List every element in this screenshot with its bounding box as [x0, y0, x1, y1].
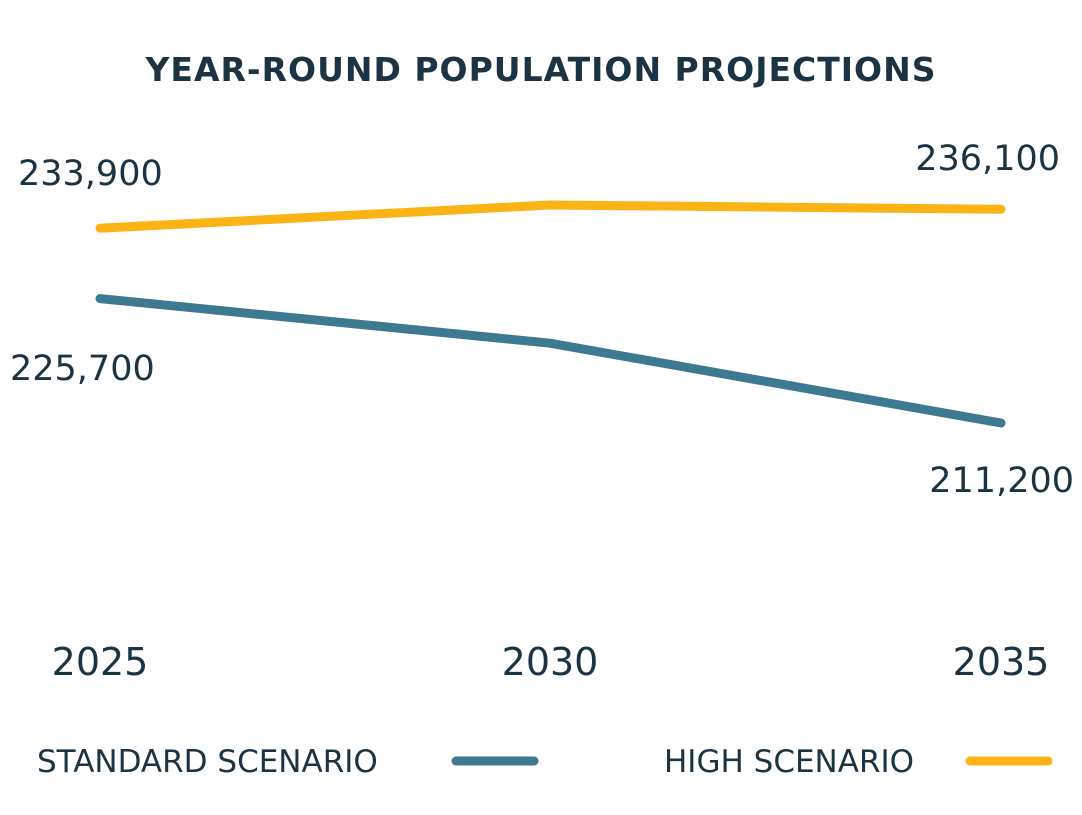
data-label-standard-2035: 211,200 — [929, 461, 1074, 501]
data-label-layer: 225,700 211,200 233,900 236,100 — [10, 139, 1074, 501]
data-label-standard-2025: 225,700 — [10, 349, 155, 389]
x-tick-label-2035: 2035 — [953, 640, 1050, 684]
series-line-high — [95, 200, 1006, 233]
series-layer — [95, 200, 1006, 428]
x-tick-label-2030: 2030 — [502, 640, 599, 684]
legend-label-high: HIGH SCENARIO — [664, 744, 914, 780]
x-axis-ticks: 2025 2030 2035 — [52, 640, 1050, 684]
chart-title: YEAR-ROUND POPULATION PROJECTIONS — [145, 50, 937, 89]
series-line-standard — [95, 294, 1006, 428]
data-label-high-2025: 233,900 — [18, 154, 163, 194]
x-tick-label-2025: 2025 — [52, 640, 149, 684]
data-label-high-2035: 236,100 — [915, 139, 1060, 179]
legend: STANDARD SCENARIO HIGH SCENARIO — [37, 744, 1053, 780]
legend-label-standard: STANDARD SCENARIO — [37, 744, 378, 780]
